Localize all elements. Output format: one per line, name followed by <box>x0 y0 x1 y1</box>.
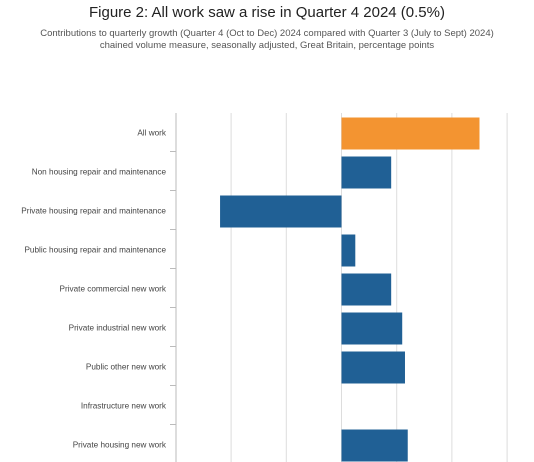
subtitle-line-2: chained volume measure, seasonally adjus… <box>99 40 435 51</box>
gridlines <box>170 113 508 462</box>
category-labels: All work Non housing repair and maintenan… <box>21 129 167 450</box>
bar <box>341 273 392 306</box>
category-label: Private housing repair and maintenance <box>21 207 166 216</box>
category-label: All work <box>137 129 167 138</box>
bar <box>220 195 342 228</box>
bar <box>341 234 356 267</box>
bar <box>341 429 408 462</box>
category-label: Infrastructure new work <box>81 402 167 411</box>
chart-subtitle: Contributions to quarterly growth (Quart… <box>20 28 514 52</box>
category-label: Private commercial new work <box>60 285 167 294</box>
category-label: Private industrial new work <box>69 324 167 333</box>
bar <box>341 351 405 384</box>
bar <box>341 156 392 189</box>
category-label: Public housing repair and maintenance <box>24 246 166 255</box>
category-label: Private housing new work <box>73 441 167 450</box>
category-label: Non housing repair and maintenance <box>32 168 167 177</box>
subtitle-line-1: Contributions to quarterly growth (Quart… <box>40 28 494 39</box>
bar <box>341 312 403 345</box>
bars <box>220 117 480 462</box>
bar <box>341 117 480 150</box>
category-label: Public other new work <box>86 363 167 372</box>
chart-title: Figure 2: All work saw a rise in Quarter… <box>89 4 445 21</box>
